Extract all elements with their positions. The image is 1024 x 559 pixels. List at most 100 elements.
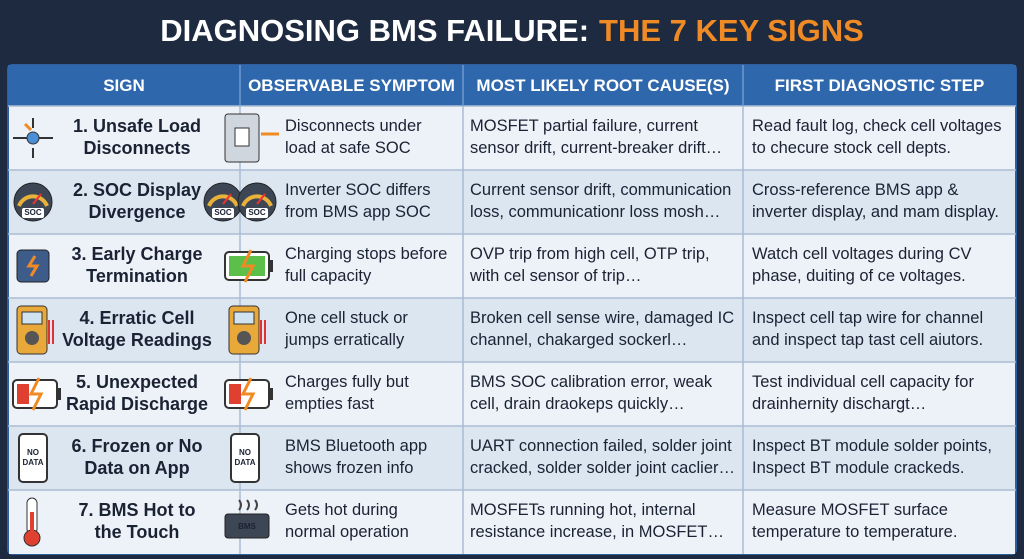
icon-label: SOC <box>214 208 232 217</box>
cause-text-line: loss, communicationr loss mosh… <box>470 203 720 221</box>
step-text: Watch cell voltages during CV phase, duit… <box>752 245 972 285</box>
step-text-line: Measure MOSFET surface <box>752 501 948 519</box>
step-text-line: Test individual cell capacity for <box>752 373 974 391</box>
cause-text-line: BMS SOC calibration error, weak <box>470 373 713 391</box>
icon-shape <box>234 127 250 147</box>
cause-text-line: Broken cell sense wire, damaged IC <box>470 309 734 327</box>
sign-text-line: 1. Unsafe Load <box>73 116 201 136</box>
icon-label: SOC <box>24 208 42 217</box>
icon-shape <box>23 122 33 132</box>
icon <box>224 249 273 283</box>
table-row <box>9 106 1015 170</box>
step-text-line: Inspect BT module solder points, <box>752 437 992 455</box>
icon-shape <box>25 331 39 345</box>
icon-shape <box>207 194 239 207</box>
icon-shape <box>237 331 251 345</box>
step-text-line: phase, duiting of ce voltages. <box>752 267 966 285</box>
step-text: Measure MOSFET surface temperature to tem… <box>752 501 957 541</box>
sign-text-line: 6. Frozen or No <box>71 436 202 456</box>
icon-shape <box>241 194 273 207</box>
cause-text: MOSFET partial failure, current sensor dr… <box>470 117 722 157</box>
icon-shape <box>17 384 29 404</box>
cause-text-line: Current sensor drift, communication <box>470 181 731 199</box>
icon-shape <box>22 208 44 218</box>
header-cell: MOST LIKELY ROOT CAUSE(S) <box>476 76 729 95</box>
cause-text-line: sensor drift, current-breaker drift… <box>470 139 722 157</box>
symptom-text-line: Charging stops before <box>285 245 447 263</box>
icon-shape <box>240 377 256 411</box>
icon-shape <box>222 193 232 205</box>
table-row <box>9 234 1015 298</box>
symptom-text-line: from BMS app SOC <box>285 203 431 221</box>
icon-shape <box>28 377 44 411</box>
sign-text: 6. Frozen or No Data on App <box>71 436 202 478</box>
title-main: DIAGNOSING BMS FAILURE: <box>160 13 589 48</box>
sign-text-line: Divergence <box>88 202 185 222</box>
icon-shape <box>229 384 241 404</box>
symptom-text-line: normal operation <box>285 523 409 541</box>
header-cell: SIGN <box>103 76 145 95</box>
title: DIAGNOSING BMS FAILURE: THE 7 KEY SIGNS <box>160 13 864 48</box>
symptom-text-line: Charges fully but <box>285 373 409 391</box>
icon <box>237 182 277 222</box>
symptom-text-line: Disconnects under <box>285 117 422 135</box>
cause-text-line: MOSFETs running hot, internal <box>470 501 696 519</box>
icon-shape <box>224 513 270 539</box>
sign-text-line: Voltage Readings <box>62 330 212 350</box>
sign-text-line: 4. Erratic Cell <box>79 308 194 328</box>
icon-shape <box>269 388 273 400</box>
icon <box>224 113 279 163</box>
icon <box>12 377 61 411</box>
symptom-text: Charging stops before full capacity <box>285 245 447 285</box>
icon-label: SOC <box>248 208 266 217</box>
step-text-line: Read fault log, check cell voltages <box>752 117 1001 135</box>
cause-text: OVP trip from high cell, OTP trip, with c… <box>469 245 710 285</box>
icon <box>16 249 50 283</box>
icon-shape <box>256 193 266 205</box>
cause-text-line: OVP trip from high cell, OTP trip, <box>470 245 710 263</box>
table-row <box>9 170 1015 234</box>
cause-text-line: cracked, solder solder joint caclier… <box>470 459 735 477</box>
icon-shape <box>233 311 255 325</box>
header-cell: OBSERVABLE SYMPTOM <box>248 76 455 95</box>
symptom-text-line: shows frozen info <box>285 459 413 477</box>
icon-shape <box>32 193 42 205</box>
step-text: Read fault log, check cell voltages to ch… <box>752 117 1001 157</box>
icon <box>16 305 54 355</box>
step-text-line: drainhernity dischargt… <box>752 395 926 413</box>
cause-text-line: channel, chakarged sockerl… <box>470 331 687 349</box>
symptom-text-line: full capacity <box>285 267 372 285</box>
sign-text: 2. SOC Display Divergence <box>73 180 201 222</box>
sign-text: 7. BMS Hot to the Touch <box>79 500 196 542</box>
icon-shape <box>17 194 49 207</box>
step-text-line: and inspect tap tast cell aiutors. <box>752 331 983 349</box>
cause-text-line: with cel sensor of trip… <box>469 267 641 285</box>
table: SIGN OBSERVABLE SYMPTOM MOST LIKELY ROOT C… <box>7 64 1017 555</box>
step-text: Cross-reference BMS app & inverter displa… <box>752 181 999 221</box>
table-row <box>9 298 1015 362</box>
step-text-line: temperature to temperature. <box>752 523 957 541</box>
icon-shape <box>230 433 260 483</box>
symptom-text: One cell stuck or jumps erratically <box>284 309 408 349</box>
symptom-text: Inverter SOC differs from BMS app SOC <box>285 181 431 221</box>
header-row <box>8 65 1016 106</box>
sign-text-line: Termination <box>86 266 188 286</box>
step-text: Inspect BT module solder points, Inspect … <box>752 437 992 477</box>
symptom-text: Charges fully but empties fast <box>285 373 409 413</box>
symptom-text-line: Inverter SOC differs <box>285 181 431 199</box>
cause-text: Current sensor drift, communication loss,… <box>470 181 731 221</box>
sign-text: 1. Unsafe Load Disconnects <box>73 116 201 158</box>
sign-text: 5. Unexpected Rapid Discharge <box>66 372 208 414</box>
symptom-text: Disconnects under load at safe SOC <box>285 117 422 157</box>
symptom-text-line: BMS Bluetooth app <box>285 437 427 455</box>
header-cell: FIRST DIAGNOSTIC STEP <box>775 76 985 95</box>
icon <box>224 377 273 411</box>
cause-text: UART connection failed, solder joint crac… <box>470 437 735 477</box>
sign-text-line: Data on App <box>84 458 189 478</box>
cause-text: MOSFETs running hot, internal resistance … <box>470 501 724 541</box>
cause-text-line: resistance increase, in MOSFET… <box>470 523 724 541</box>
step-text-line: Inspect BT module crackeds. <box>752 459 964 477</box>
step-text-line: to checure stock cell depts. <box>752 139 951 157</box>
